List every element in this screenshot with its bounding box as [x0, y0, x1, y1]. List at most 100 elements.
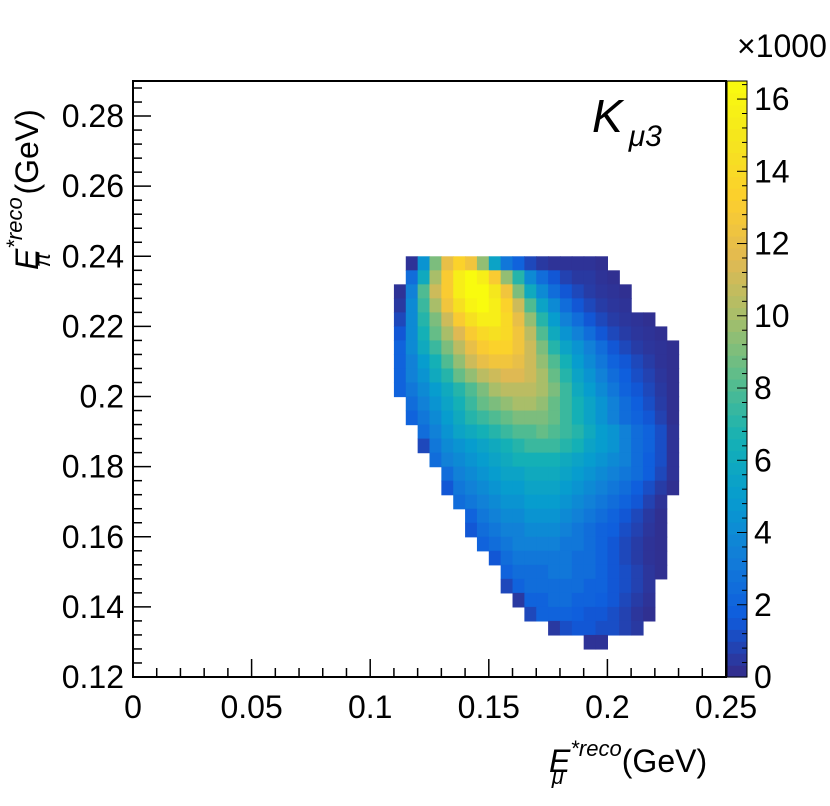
- heatmap-bin: [607, 424, 620, 440]
- heatmap-bin: [488, 480, 502, 496]
- heatmap-bin: [500, 438, 514, 454]
- heatmap-bin: [619, 564, 632, 580]
- heatmap-bin: [583, 438, 597, 454]
- heatmap-bin: [488, 368, 502, 384]
- heatmap-bin: [654, 438, 668, 454]
- heatmap-bin: [465, 298, 478, 313]
- heatmap-bin: [619, 382, 632, 398]
- heatmap-bin: [607, 494, 620, 510]
- heatmap-bin: [607, 438, 620, 454]
- colorbar-segment: [727, 259, 747, 273]
- heatmap-bin: [417, 270, 431, 285]
- heatmap-bin: [571, 620, 585, 636]
- heatmap-bin: [536, 312, 549, 328]
- heatmap-bin: [631, 522, 644, 538]
- heatmap-bin: [476, 340, 490, 356]
- heatmap-bin: [559, 438, 573, 454]
- heatmap-bin: [607, 592, 620, 608]
- heatmap-bin: [429, 382, 442, 398]
- heatmap-bin: [453, 466, 466, 482]
- heatmap-bin: [429, 396, 442, 412]
- heatmap-bin: [393, 326, 407, 342]
- heatmap-bin: [619, 368, 632, 384]
- colorbar-segment: [727, 545, 747, 559]
- heatmap-bin: [548, 480, 561, 496]
- heatmap-bin: [654, 466, 668, 482]
- heatmap-bin: [536, 410, 549, 426]
- heatmap-bin: [595, 270, 608, 285]
- heatmap-bin: [559, 256, 573, 271]
- colorbar-tick-label: 4: [754, 515, 772, 551]
- heatmap-bin: [500, 564, 514, 580]
- heatmap-bin: [476, 452, 490, 468]
- heatmap-bin: [476, 466, 490, 482]
- heatmap-bin: [417, 354, 431, 370]
- heatmap-bin: [524, 396, 537, 412]
- colorbar-segment: [727, 247, 747, 261]
- heatmap-bin: [583, 480, 597, 496]
- heatmap-bin: [524, 578, 537, 594]
- heatmap-bin: [500, 480, 514, 496]
- heatmap-bin: [476, 326, 490, 342]
- colorbar-segment: [727, 152, 747, 166]
- heatmap-bin: [512, 340, 525, 356]
- heatmap-bin: [619, 298, 632, 313]
- heatmap-bin: [583, 536, 597, 552]
- heatmap-bin: [429, 256, 442, 271]
- heatmap-bin: [536, 256, 549, 271]
- heatmap-bin: [453, 368, 466, 384]
- heatmap-bin: [583, 466, 597, 482]
- heatmap-bin: [619, 466, 632, 482]
- y-tick-label: 0.16: [62, 519, 124, 555]
- heatmap-bin: [453, 494, 466, 510]
- heatmap-bin: [631, 480, 644, 496]
- heatmap-bin: [595, 256, 608, 271]
- heatmap-bin: [512, 382, 525, 398]
- heatmap-bin: [571, 606, 585, 622]
- heatmap-bin: [583, 424, 597, 440]
- heatmap-bin: [654, 508, 668, 524]
- heatmap-bin: [619, 508, 632, 524]
- heatmap-bin: [453, 424, 466, 440]
- heatmap-bin: [642, 522, 656, 538]
- heatmap-bin: [571, 424, 585, 440]
- heatmap-bin: [536, 606, 549, 622]
- heatmap-bin: [642, 466, 656, 482]
- heatmap-bin: [429, 340, 442, 356]
- heatmap-bin: [524, 424, 537, 440]
- heatmap-bin: [500, 354, 514, 370]
- heatmap-bin: [571, 522, 585, 538]
- colorbar-tick-label: 2: [754, 587, 772, 623]
- colorbar-segment: [727, 581, 747, 595]
- heatmap-bin: [654, 382, 668, 398]
- heatmap-bin: [429, 312, 442, 328]
- heatmap-bin: [429, 354, 442, 370]
- heatmap-bin: [583, 312, 597, 328]
- heatmap-bin: [583, 522, 597, 538]
- heatmap-bin: [631, 494, 644, 510]
- heatmap-bin: [465, 438, 478, 454]
- heatmap-bin: [595, 312, 608, 328]
- heatmap-bin: [619, 480, 632, 496]
- heatmap-bin: [595, 564, 608, 580]
- heatmap-bin: [654, 354, 668, 370]
- heatmap-bin: [453, 326, 466, 342]
- heatmap-bin: [536, 564, 549, 580]
- heatmap-bin: [548, 466, 561, 482]
- heatmap-bin: [512, 284, 525, 299]
- heatmap-bin: [571, 550, 585, 566]
- heatmap-bin: [417, 298, 431, 313]
- colorbar-segment: [727, 212, 747, 225]
- heatmap-bin: [500, 494, 514, 510]
- heatmap-bin: [524, 312, 537, 328]
- heatmap-bin: [524, 326, 537, 342]
- heatmap-bin: [488, 536, 502, 552]
- heatmap-bin: [417, 382, 431, 398]
- heatmap-bin: [595, 452, 608, 468]
- colorbar-segment: [727, 426, 747, 440]
- heatmap-bin: [571, 452, 585, 468]
- heatmap-bin: [583, 382, 597, 398]
- heatmap-bin: [548, 312, 561, 328]
- heatmap-bin: [666, 480, 680, 496]
